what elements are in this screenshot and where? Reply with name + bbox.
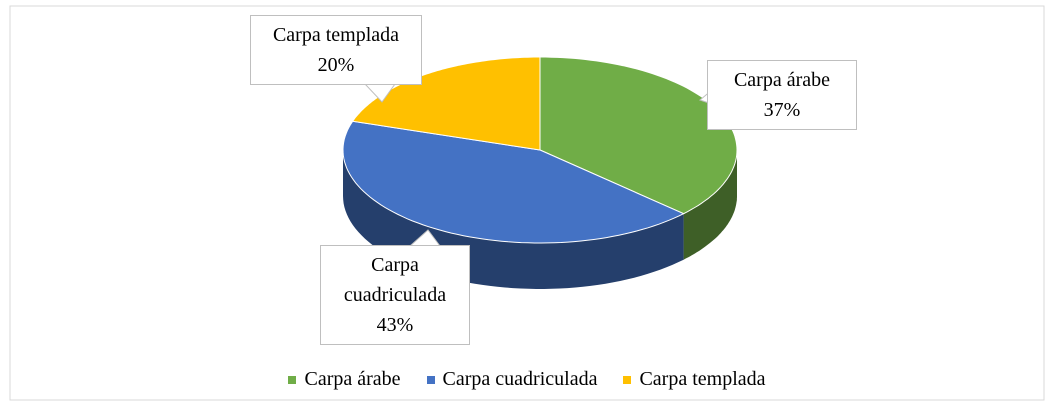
legend-swatch	[288, 375, 297, 384]
legend-swatch	[623, 375, 632, 384]
pie-slice	[342, 120, 685, 244]
data-label: Carpa templada 20%	[250, 15, 422, 85]
data-label-name: Carpa árabe	[733, 69, 831, 91]
data-label-value: 37%	[763, 99, 801, 121]
data-label-name: Carpa cuadriculada	[343, 254, 447, 306]
legend-swatch	[426, 375, 435, 384]
legend-item: Carpa cuadriculada	[426, 368, 598, 391]
legend-item: Carpa árabe	[288, 368, 401, 391]
legend: Carpa árabe Carpa cuadriculada Carpa templ…	[0, 368, 1054, 391]
legend-label: Carpa templada	[639, 368, 766, 390]
legend-item: Carpa templada	[623, 368, 766, 391]
data-label-name: Carpa templada	[272, 24, 400, 46]
data-label-value: 20%	[317, 54, 355, 76]
legend-label: Carpa árabe	[304, 368, 401, 390]
slice-side	[683, 150, 737, 260]
data-label-value: 43%	[376, 314, 414, 336]
data-label: Carpa árabe 37%	[707, 60, 857, 130]
data-label: Carpa cuadriculada 43%	[320, 245, 470, 345]
pie-slice	[351, 56, 541, 151]
legend-label: Carpa cuadriculada	[442, 368, 598, 390]
